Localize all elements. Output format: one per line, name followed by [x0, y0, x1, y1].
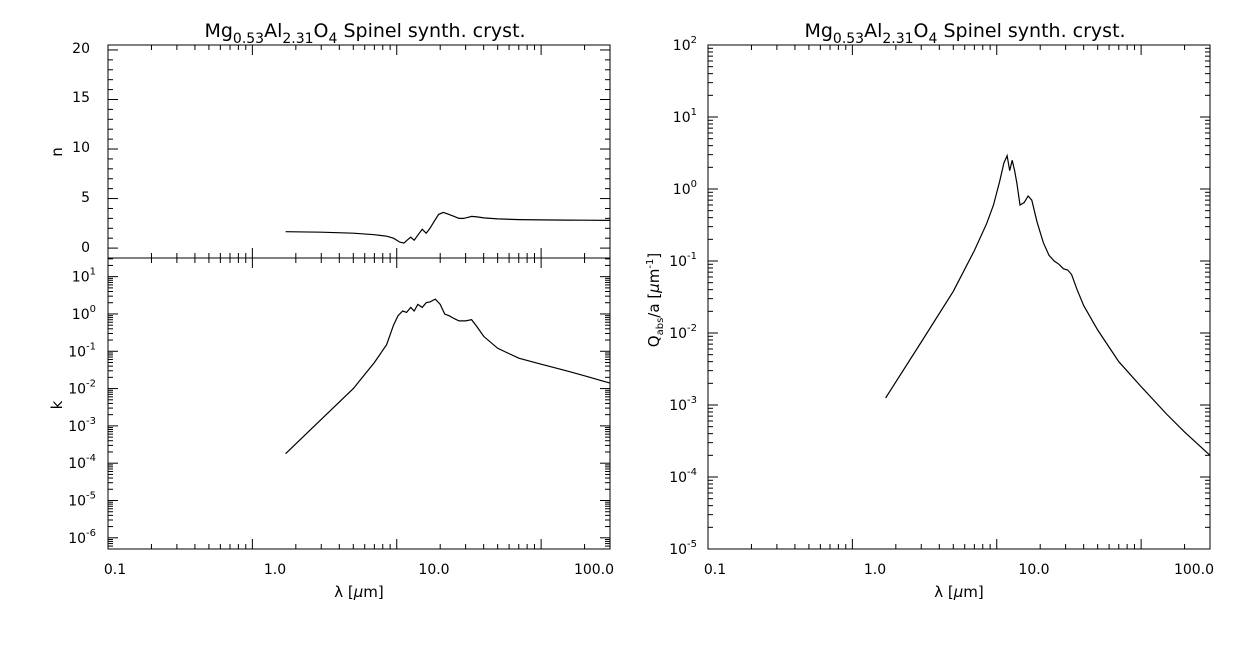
left-x-tick-label-0: 0.1	[104, 562, 126, 578]
right-chart: Mg0.53Al2.31O4 Spinel synth. cryst. 0.1 …	[645, 20, 1214, 601]
q-tick-label: 10-5	[669, 539, 697, 558]
n-panel-frame	[107, 44, 611, 259]
k-axis-label: k	[48, 400, 66, 409]
k-tick-label: 10-5	[68, 491, 96, 510]
q-tick-label: 102	[673, 35, 697, 54]
right-x-tick-label-3: 100.0	[1174, 562, 1214, 578]
q-series-line	[885, 153, 1211, 456]
left-axis-ticks	[107, 45, 611, 549]
right-x-tick-label-0: 0.1	[704, 562, 726, 578]
k-tick-label: 10-6	[68, 528, 96, 547]
k-tick-label: 100	[72, 304, 96, 323]
n-tick-label-1: 5	[81, 190, 90, 206]
k-tick-label: 10-2	[68, 379, 96, 398]
left-chart-title: Mg0.53Al2.31O4 Spinel synth. cryst.	[204, 20, 525, 47]
q-tick-label: 10-4	[669, 467, 697, 486]
left-x-tick-label-2: 10.0	[418, 562, 449, 578]
k-tick-labels: 101 100 10-1 10-2 10-3 10-4 10-5 10-6	[68, 267, 96, 547]
left-chart: Mg0.53Al2.31O4 Spinel synth. cryst. 0.1 …	[48, 20, 614, 601]
q-tick-label: 10-1	[669, 251, 697, 270]
k-tick-label: 10-3	[68, 416, 96, 435]
left-x-tick-label-1: 1.0	[264, 562, 286, 578]
q-tick-labels: 102 101 100 10-1 10-2 10-3 10-4 10-5	[669, 35, 697, 558]
q-tick-label: 10-3	[669, 395, 697, 414]
left-x-tick-label-3: 100.0	[574, 562, 614, 578]
q-tick-label: 100	[673, 179, 697, 198]
k-panel-frame	[107, 257, 611, 550]
k-tick-label: 10-4	[68, 453, 96, 472]
right-chart-title: Mg0.53Al2.31O4 Spinel synth. cryst.	[804, 20, 1125, 47]
right-x-tick-label-1: 1.0	[864, 562, 886, 578]
q-tick-label: 10-2	[669, 323, 697, 342]
q-axis-label: Qabs/a [μm-1]	[645, 253, 666, 347]
n-tick-label-2: 10	[72, 140, 90, 156]
right-x-tick-label-2: 10.0	[1018, 562, 1049, 578]
n-tick-label-0: 0	[81, 240, 90, 256]
left-x-axis-label: λ [μm]	[334, 583, 384, 601]
n-series-line	[285, 211, 611, 244]
k-tick-label: 10-1	[68, 341, 96, 360]
k-tick-label: 101	[72, 267, 96, 286]
q-tick-label: 101	[673, 107, 697, 126]
n-axis-label: n	[48, 147, 66, 157]
k-series-line	[285, 298, 611, 455]
q-panel-frame	[707, 44, 1211, 550]
right-axis-ticks	[707, 44, 1211, 550]
n-tick-label-4: 20	[72, 41, 90, 57]
n-tick-label-3: 15	[72, 90, 90, 106]
right-x-axis-label: λ [μm]	[934, 583, 984, 601]
